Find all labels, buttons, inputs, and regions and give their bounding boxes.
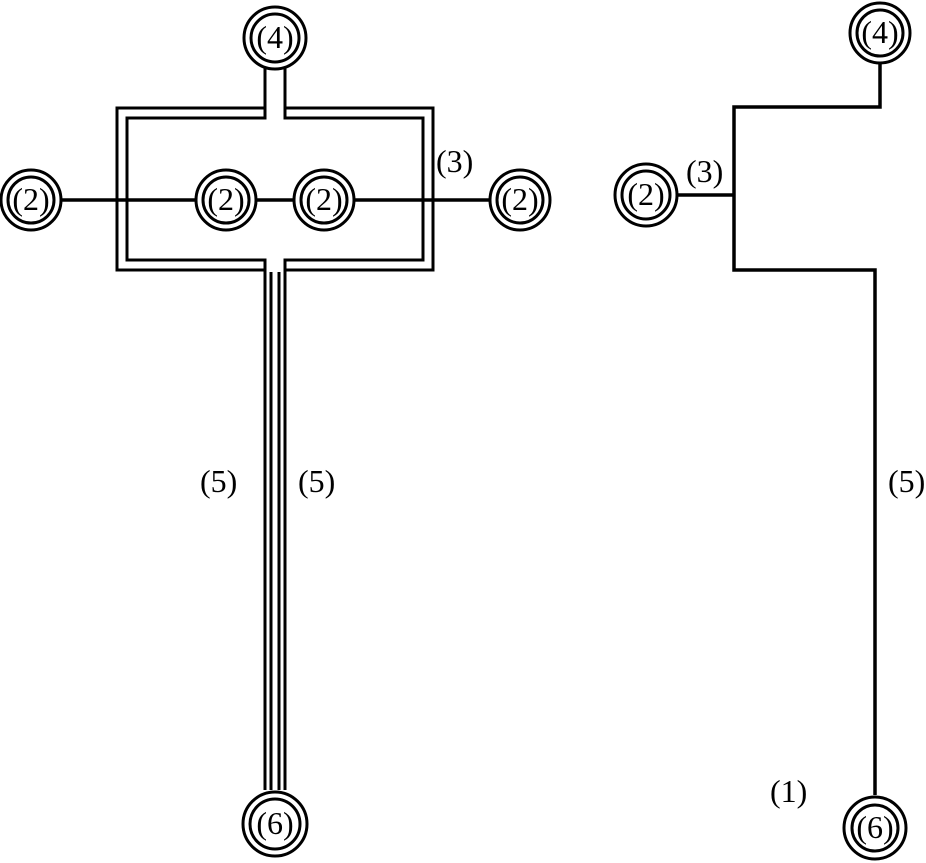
svg-text:(2): (2) — [501, 181, 538, 217]
svg-text:(6): (6) — [856, 809, 893, 845]
svg-text:(1): (1) — [770, 773, 807, 809]
svg-text:(5): (5) — [200, 463, 237, 499]
svg-text:(2): (2) — [12, 181, 49, 217]
svg-text:(6): (6) — [256, 805, 293, 841]
diagram-svg: (4) (2) (2) (2) (2) (6) (3) (5) (5) (4) (2) (6) (3) (… — [0, 0, 926, 863]
svg-text:(4): (4) — [256, 19, 293, 55]
svg-text:(4): (4) — [861, 14, 898, 50]
svg-text:(5): (5) — [298, 463, 335, 499]
svg-text:(2): (2) — [627, 176, 664, 212]
svg-text:(2): (2) — [305, 181, 342, 217]
svg-text:(3): (3) — [686, 153, 723, 189]
svg-text:(3): (3) — [436, 143, 473, 179]
svg-text:(5): (5) — [888, 463, 925, 499]
svg-text:(2): (2) — [207, 181, 244, 217]
